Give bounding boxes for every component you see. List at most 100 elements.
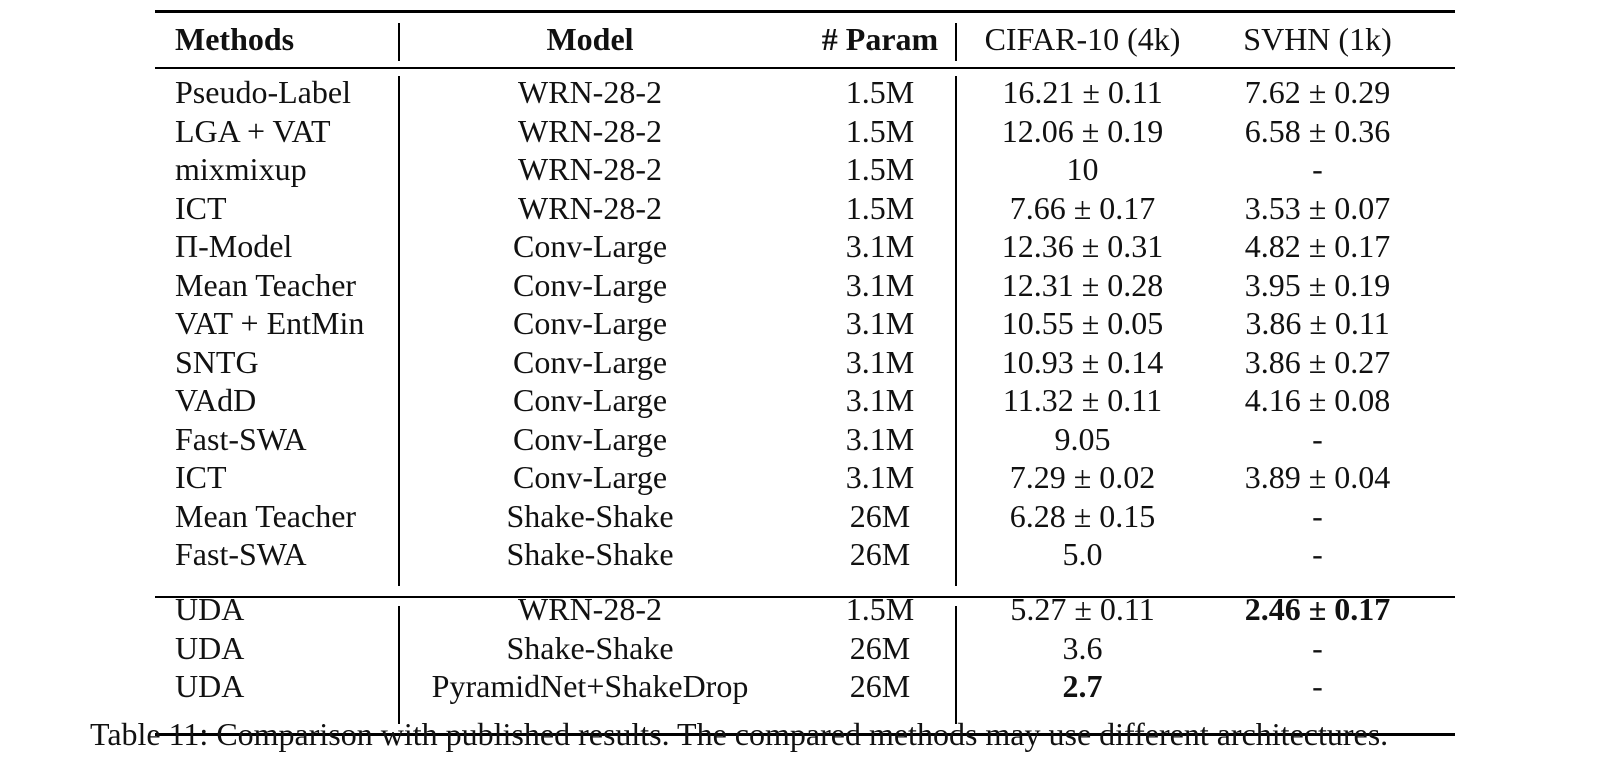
header-methods: Methods xyxy=(175,21,295,57)
cell-cifar: 11.32 ± 0.11 xyxy=(1002,382,1163,418)
cell-model: Conv-Large xyxy=(512,228,668,264)
cell-svhn: 6.58 ± 0.36 xyxy=(1244,112,1391,149)
cell-svhn: 4.82 ± 0.17 xyxy=(1244,228,1391,264)
cell-cifar: 16.21 ± 0.11 xyxy=(1002,74,1163,110)
table-row: LGA + VAT WRN-28-2 1.5M 12.06 ± 0.19 6.58 ± … xyxy=(155,112,1455,151)
cell-svhn: - xyxy=(1312,668,1323,704)
header-vline-1 xyxy=(398,23,400,61)
cell-method: ICT xyxy=(175,459,227,495)
cell-svhn: 2.46 ± 0.17 xyxy=(1244,591,1391,627)
cell-cifar: 10 xyxy=(1066,151,1099,187)
cell-svhn: - xyxy=(1312,151,1323,187)
cell-model: PyramidNet+ShakeDrop xyxy=(431,668,749,704)
header-vline-2 xyxy=(955,23,957,61)
header-cifar: CIFAR-10 (4k) xyxy=(984,21,1181,57)
table-row: Mean Teacher Conv-Large 3.1M 12.31 ± 0.28 3.… xyxy=(155,266,1455,305)
cell-model: Conv-Large xyxy=(512,305,668,341)
header-rule xyxy=(155,67,1455,69)
cell-model: WRN-28-2 xyxy=(518,74,662,110)
cell-param: 3.1M xyxy=(845,420,915,457)
cell-cifar: 6.28 ± 0.15 xyxy=(1009,497,1156,534)
cell-method: Π-Model xyxy=(175,228,293,264)
cell-svhn: 3.89 ± 0.04 xyxy=(1244,459,1391,495)
cell-cifar: 10.55 ± 0.05 xyxy=(1001,305,1164,341)
cell-model: WRN-28-2 xyxy=(518,591,662,627)
cell-param: 26M xyxy=(849,668,911,704)
cell-cifar: 2.7 xyxy=(1062,668,1103,704)
cell-cifar: 7.29 ± 0.02 xyxy=(1009,459,1156,495)
cell-method: VAdD xyxy=(175,382,257,418)
table-top-rule xyxy=(155,10,1455,13)
cell-svhn: - xyxy=(1312,629,1323,666)
cell-param: 1.5M xyxy=(845,591,915,627)
cell-method: UDA xyxy=(175,629,245,666)
cell-method: VAT + EntMin xyxy=(175,305,365,341)
cell-cifar: 12.31 ± 0.28 xyxy=(1001,266,1164,303)
cell-model: WRN-28-2 xyxy=(518,189,662,226)
header-param: # Param xyxy=(821,21,939,57)
cell-param: 3.1M xyxy=(845,343,915,380)
cell-method: Mean Teacher xyxy=(175,497,357,534)
cell-svhn: - xyxy=(1312,420,1323,457)
uda-separator-rule xyxy=(155,596,1455,598)
cell-method: mixmixup xyxy=(175,151,307,187)
cell-method: Fast-SWA xyxy=(175,420,307,457)
cell-svhn: 3.86 ± 0.27 xyxy=(1244,343,1391,380)
cell-svhn: 3.95 ± 0.19 xyxy=(1244,266,1391,303)
cell-param: 3.1M xyxy=(845,266,915,303)
cell-model: Conv-Large xyxy=(512,459,668,495)
table-caption: Table 11: Comparison with published resu… xyxy=(90,716,1389,752)
table-row: Pseudo-Label WRN-28-2 1.5M 16.21 ± 0.11 7.62… xyxy=(155,73,1455,112)
cell-method: Pseudo-Label xyxy=(175,74,351,110)
header-svhn: SVHN (1k) xyxy=(1243,21,1392,57)
table-row: SNTG Conv-Large 3.1M 10.93 ± 0.14 3.86 ± 0.2… xyxy=(155,343,1455,382)
cell-param: 3.1M xyxy=(845,382,915,418)
table-row: Fast-SWA Conv-Large 3.1M 9.05 - xyxy=(155,420,1455,459)
cell-model: WRN-28-2 xyxy=(518,112,662,149)
cell-param: 1.5M xyxy=(845,112,915,149)
cell-method: UDA xyxy=(175,591,245,627)
cell-param: 1.5M xyxy=(845,189,915,226)
body-vline-2 xyxy=(955,76,957,586)
cell-model: Shake-Shake xyxy=(506,536,674,572)
cell-model: Conv-Large xyxy=(512,343,668,380)
table-bottom-rule xyxy=(155,733,1455,736)
cell-method: SNTG xyxy=(175,343,259,380)
cell-cifar: 12.06 ± 0.19 xyxy=(1001,112,1164,149)
cell-cifar: 12.36 ± 0.31 xyxy=(1001,228,1164,264)
table-row: ICT WRN-28-2 1.5M 7.66 ± 0.17 3.53 ± 0.07 xyxy=(155,189,1455,228)
cell-method: LGA + VAT xyxy=(175,112,331,149)
cell-svhn: 4.16 ± 0.08 xyxy=(1244,382,1391,418)
cell-param: 1.5M xyxy=(845,151,915,187)
cell-param: 26M xyxy=(849,629,911,666)
table-row: VAdD Conv-Large 3.1M 11.32 ± 0.11 4.16 ± 0.0… xyxy=(155,381,1455,420)
table-row: Mean Teacher Shake-Shake 26M 6.28 ± 0.15 - xyxy=(155,497,1455,536)
cell-method: Mean Teacher xyxy=(175,266,357,303)
cell-cifar: 7.66 ± 0.17 xyxy=(1009,189,1156,226)
cell-svhn: - xyxy=(1312,497,1323,534)
cell-cifar: 3.6 xyxy=(1062,629,1103,666)
cell-method: UDA xyxy=(175,668,245,704)
cell-param: 26M xyxy=(849,536,911,572)
table-row: UDA Shake-Shake 26M 3.6 - xyxy=(155,629,1455,668)
cell-param: 3.1M xyxy=(845,228,915,264)
cell-cifar: 9.05 xyxy=(1054,420,1111,457)
cell-model: Shake-Shake xyxy=(506,629,674,666)
uda-vline-2 xyxy=(955,606,957,724)
cell-svhn: 3.86 ± 0.11 xyxy=(1245,305,1390,341)
table-row: VAT + EntMin Conv-Large 3.1M 10.55 ± 0.05 3.… xyxy=(155,304,1455,343)
cell-svhn: 7.62 ± 0.29 xyxy=(1244,74,1391,110)
header-row: Methods Model # Param CIFAR-10 (4k) SVHN… xyxy=(155,20,1455,59)
cell-cifar: 10.93 ± 0.14 xyxy=(1001,343,1164,380)
cell-model: Conv-Large xyxy=(512,382,668,418)
table-row: Π-Model Conv-Large 3.1M 12.36 ± 0.31 4.82 ± … xyxy=(155,227,1455,266)
cell-model: Conv-Large xyxy=(512,420,668,457)
cell-param: 1.5M xyxy=(845,74,915,110)
table-row: UDA PyramidNet+ShakeDrop 26M 2.7 - xyxy=(155,667,1455,706)
table-row: UDA WRN-28-2 1.5M 5.27 ± 0.11 2.46 ± 0.17 xyxy=(155,590,1455,629)
cell-param: 26M xyxy=(849,497,911,534)
cell-svhn: 3.53 ± 0.07 xyxy=(1244,189,1391,226)
cell-param: 3.1M xyxy=(845,459,915,495)
cell-model: WRN-28-2 xyxy=(518,151,662,187)
uda-vline-1 xyxy=(398,606,400,724)
